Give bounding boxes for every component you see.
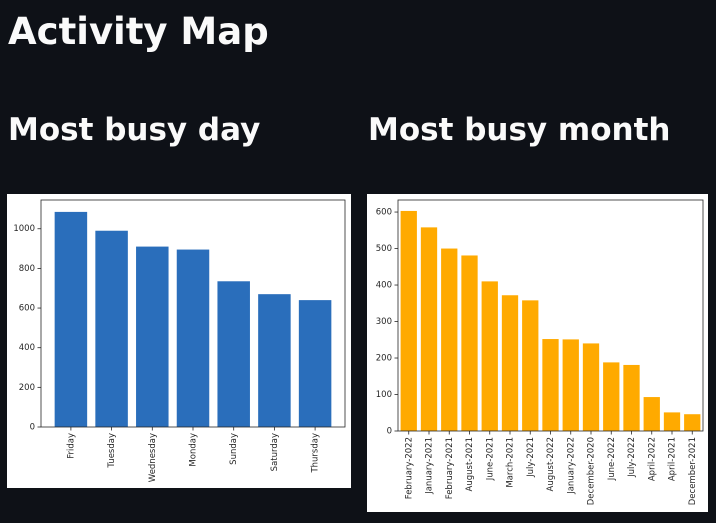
month-bar-december-2020 <box>582 343 600 431</box>
month-bar-february-2022 <box>400 210 417 431</box>
month-bar-august-2022 <box>542 339 559 431</box>
month-bar-july-2022 <box>623 364 640 431</box>
busy-month-chart-svg: February-2022 January-2021 February-2021 Au… <box>376 199 704 505</box>
month-bar-january-2021 <box>420 227 438 431</box>
month-x-tick-label: April-2022 <box>647 437 657 481</box>
month-x-tick-label: December-2021 <box>688 437 698 505</box>
day-y-tick-label: 0 <box>30 423 35 433</box>
month-bar-february-2021 <box>441 248 458 431</box>
month-x-tick-label: August-2022 <box>546 437 556 491</box>
month-bar-april-2021 <box>663 412 681 431</box>
month-bar-april-2022 <box>643 397 660 431</box>
month-y-tick-label: 600 <box>376 208 392 218</box>
day-y-tick-label: 600 <box>19 304 35 314</box>
month-bar-december-2021 <box>684 414 701 431</box>
month-y-tick-label: 300 <box>376 317 392 327</box>
busy-month-heading: Most busy month <box>368 112 671 148</box>
month-x-tick-label: June-2022 <box>607 437 617 481</box>
month-bar-august-2021 <box>461 255 478 431</box>
day-bar-wednesday <box>136 246 169 427</box>
day-y-tick-label: 1000 <box>13 224 35 234</box>
day-x-tick-label: Saturday <box>270 433 280 471</box>
busy-day-chart: Friday Tuesday Wednesday Monday Sunday Saturd… <box>7 194 351 488</box>
day-bar-sunday <box>217 281 250 427</box>
month-y-tick-label: 200 <box>376 354 392 364</box>
day-bar-thursday <box>298 300 332 427</box>
month-plot-frame <box>397 199 704 432</box>
day-x-tick-label: Wednesday <box>148 433 158 482</box>
busy-month-chart: February-2022 January-2021 February-2021 Au… <box>367 194 708 512</box>
month-x-tick-label: February-2022 <box>404 437 414 499</box>
month-x-tick-label: March-2021 <box>506 437 516 488</box>
month-x-tick-label: January-2022 <box>566 437 576 495</box>
month-x-tick-label: February-2021 <box>445 437 455 499</box>
month-x-tick-label: January-2021 <box>425 437 435 495</box>
day-x-tick-label: Friday <box>66 433 76 459</box>
day-y-tick-label: 200 <box>19 383 35 393</box>
month-y-tick-label: 100 <box>376 390 392 400</box>
month-x-tick-label: August-2021 <box>465 437 475 491</box>
month-y-tick-label: 0 <box>387 427 392 437</box>
month-y-tick-label: 500 <box>376 244 392 254</box>
day-y-tick-label: 800 <box>19 264 35 274</box>
day-bar-saturday <box>258 294 291 427</box>
day-bar-tuesday <box>95 230 128 427</box>
day-plot-frame <box>40 199 346 428</box>
day-y-tick-label: 400 <box>19 343 35 353</box>
month-bar-march-2021 <box>501 295 519 431</box>
page-title: Activity Map <box>8 10 269 53</box>
month-x-tick-label: July-2021 <box>526 437 536 478</box>
month-x-tick-label: April-2021 <box>668 437 678 481</box>
month-x-tick-label: December-2020 <box>587 437 597 505</box>
busy-day-chart-svg: Friday Tuesday Wednesday Monday Sunday Saturd… <box>13 199 346 482</box>
day-bar-friday <box>54 211 88 427</box>
day-x-tick-label: Thursday <box>311 433 321 474</box>
day-x-tick-label: Sunday <box>229 433 239 465</box>
busy-day-heading: Most busy day <box>8 112 261 148</box>
month-y-tick-label: 400 <box>376 281 392 291</box>
day-x-tick-label: Tuesday <box>107 433 117 469</box>
month-x-tick-label: July-2022 <box>627 437 637 478</box>
day-bar-monday <box>176 249 210 427</box>
month-x-tick-label: June-2021 <box>485 437 495 481</box>
day-x-tick-label: Monday <box>189 433 199 467</box>
month-bar-january-2022 <box>562 339 579 431</box>
month-bar-july-2021 <box>522 300 539 431</box>
month-bar-june-2022 <box>603 362 620 431</box>
month-bar-june-2021 <box>481 281 498 431</box>
